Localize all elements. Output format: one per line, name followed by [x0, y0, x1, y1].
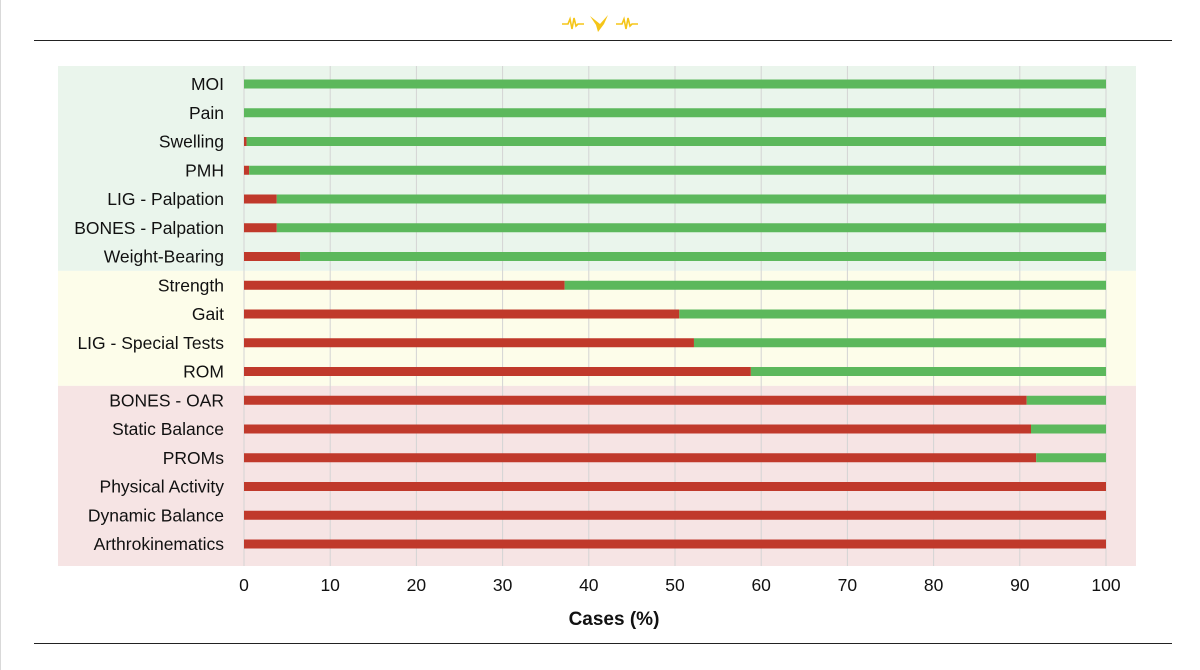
category-label: MOI [191, 74, 224, 94]
x-tick-label: 60 [751, 575, 771, 595]
bar-segment-red [244, 194, 277, 204]
bar-segment-red [244, 280, 565, 290]
category-label: Pain [189, 103, 224, 123]
category-label: LIG - Palpation [107, 189, 224, 209]
bar-segment-red [244, 424, 1032, 434]
bar-segment-red [244, 223, 277, 233]
category-label: PMH [185, 160, 224, 180]
bar-segment-green [693, 338, 1106, 348]
bar-segment-green [1031, 424, 1106, 434]
bar-segment-red [244, 367, 751, 376]
category-label: BONES - OAR [109, 390, 224, 410]
bar-segment-green [1036, 453, 1106, 463]
x-tick-label: 100 [1091, 575, 1120, 595]
x-tick-label: 50 [665, 575, 685, 595]
category-label: Arthrokinematics [94, 534, 225, 554]
category-label: Gait [192, 304, 224, 324]
x-tick-label: 0 [239, 575, 249, 595]
category-label: Weight-Bearing [104, 247, 224, 267]
bar-segment-red [244, 165, 250, 175]
category-label: Strength [158, 275, 224, 295]
category-label: ROM [183, 362, 224, 382]
x-tick-label: 20 [407, 575, 427, 595]
bar-segment-green [276, 223, 1107, 233]
category-label: Static Balance [112, 419, 224, 439]
bar-segment-red [244, 309, 680, 319]
bar-segment-green [246, 137, 1106, 146]
top-rule [34, 40, 1172, 41]
bar-segment-green [679, 309, 1106, 319]
bar-segment-red [244, 137, 247, 146]
bar-segment-red [244, 338, 694, 348]
heartbeat-bird-logo [562, 15, 638, 32]
bar-segment-red [244, 510, 1106, 520]
x-tick-labels: 0 10 20 30 40 50 60 70 80 90 100 [239, 575, 1121, 595]
bar-segment-green [300, 252, 1106, 261]
bar-segment-green [244, 108, 1106, 118]
bottom-rule [34, 643, 1172, 644]
bar-segment-green [564, 280, 1106, 290]
x-tick-label: 30 [493, 575, 513, 595]
bar-segment-red [244, 252, 301, 261]
bars [244, 79, 1107, 549]
bar-segment-green [249, 165, 1106, 175]
bar-segment-red [244, 453, 1037, 463]
x-tick-label: 70 [838, 575, 858, 595]
category-label: Swelling [159, 132, 224, 152]
x-axis-title: Cases (%) [569, 609, 660, 630]
category-bands [58, 66, 1136, 566]
bar-segment-green [750, 367, 1106, 376]
category-band [58, 385, 1136, 566]
category-labels: MOI Pain Swelling PMH LIG - Palpation BONES -… [74, 74, 224, 554]
page-edge [0, 0, 1, 670]
x-tick-label: 40 [579, 575, 599, 595]
x-tick-label: 10 [320, 575, 340, 595]
bar-segment-red [244, 395, 1027, 405]
bar-segment-red [244, 539, 1106, 549]
bar-segment-green [1026, 395, 1106, 405]
category-label: Dynamic Balance [88, 505, 224, 525]
bar-segment-red [244, 482, 1106, 491]
category-label: PROMs [163, 448, 225, 468]
category-label: LIG - Special Tests [77, 333, 224, 353]
x-tick-label: 80 [924, 575, 944, 595]
x-tick-label: 90 [1010, 575, 1030, 595]
bar-segment-green [244, 79, 1106, 89]
category-band [58, 270, 1136, 386]
bar-segment-green [276, 194, 1107, 204]
category-label: BONES - Palpation [74, 218, 224, 238]
category-label: Physical Activity [100, 477, 225, 497]
